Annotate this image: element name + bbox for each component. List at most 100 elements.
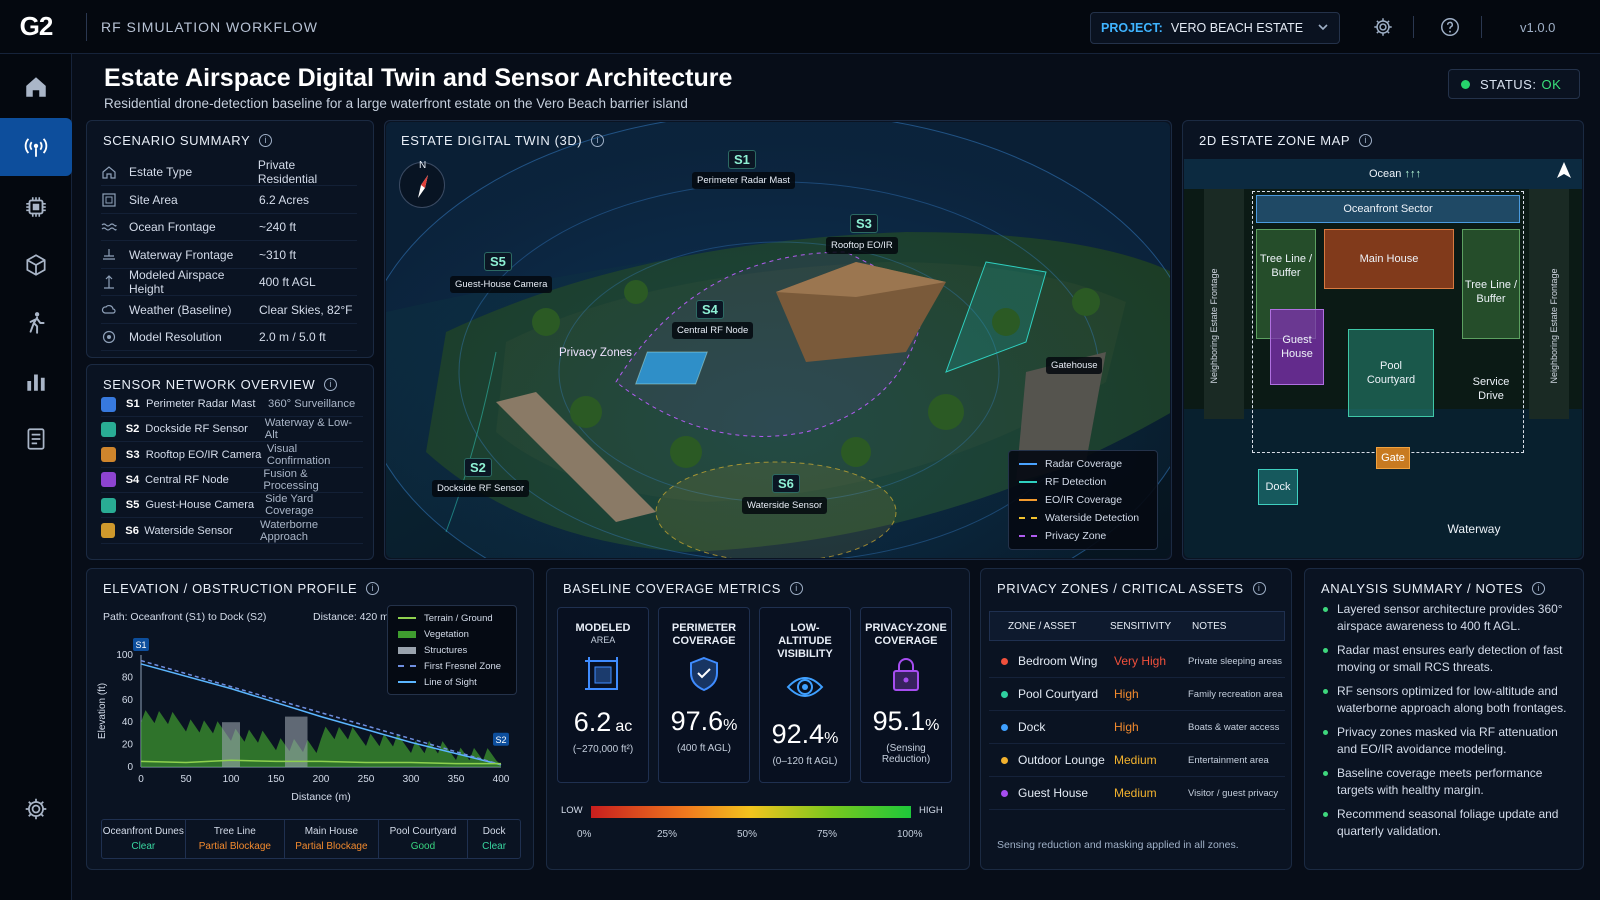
sensor-id: S5 [125, 499, 140, 512]
metric-title: PERIMETER COVERAGE [671, 622, 737, 647]
profile-segment: Tree Line Partial Blockage [186, 820, 286, 858]
sensor-marker-s6[interactable]: S6 [772, 474, 800, 493]
nav-rf-simulation[interactable] [0, 118, 72, 176]
info-icon[interactable]: i [366, 582, 380, 595]
legend-item: Vegetation [398, 626, 506, 642]
panel-title: ANALYSIS SUMMARY / NOTES i [1321, 581, 1546, 596]
nav-home[interactable] [0, 58, 72, 116]
segment-name: Tree Line [213, 826, 256, 837]
sensor-marker-s2[interactable]: S2 [464, 458, 492, 477]
x-tick-label: 300 [403, 774, 420, 785]
sensor-row[interactable]: S4 Central RF Node Fusion & Processing [101, 468, 363, 493]
sensor-row[interactable]: S3 Rooftop EO/IR Camera Visual Confirmatio… [101, 443, 363, 468]
nav-settings[interactable] [0, 780, 72, 838]
nav-hardware[interactable] [0, 178, 72, 236]
sensor-icon [101, 472, 116, 488]
info-icon[interactable]: i [1532, 582, 1546, 595]
shield-icon [684, 654, 724, 694]
main-house-zone[interactable]: Main House [1324, 229, 1454, 289]
gear-icon [25, 798, 47, 820]
legend-item: Radar Coverage [1019, 455, 1147, 473]
privacy-row[interactable]: Pool Courtyard High Family recreation area [989, 678, 1285, 711]
sensor-marker-s4[interactable]: S4 [696, 300, 724, 319]
compass-needle-icon [418, 175, 428, 198]
gear-icon[interactable] [1370, 14, 1396, 40]
sensor-marker-s3[interactable]: S3 [850, 214, 878, 233]
analysis-title: ANALYSIS SUMMARY / NOTES [1321, 581, 1524, 596]
nav-model[interactable] [0, 236, 72, 294]
waves-icon [101, 219, 117, 235]
compass[interactable]: N [399, 160, 445, 208]
segment-name: Main House [304, 826, 359, 837]
legend-item: Waterside Detection [1019, 509, 1147, 527]
info-icon[interactable]: i [324, 378, 338, 391]
sensor-marker-s5[interactable]: S5 [484, 252, 512, 271]
y-tick-label: 100 [116, 650, 133, 661]
x-tick-label: 250 [358, 774, 375, 785]
sensor-row[interactable]: S2 Dockside RF Sensor Waterway & Low-Alt [101, 417, 363, 443]
profile-path: Path: Oceanfront (S1) to Dock (S2) [103, 611, 267, 623]
metric-value: 92.4 [771, 719, 825, 749]
segment-name: Oceanfront Dunes [102, 826, 184, 837]
antenna-signal-icon [24, 138, 48, 157]
sensor-icon [101, 447, 116, 463]
digital-twin-viewport[interactable]: N S1 Perimeter Radar Mast S3 Rooftop EO/IR S… [386, 122, 1170, 558]
top-bar: G2 RF SIMULATION WORKFLOW PROJECT: VERO … [0, 0, 1600, 54]
sensor-id: S1 [126, 398, 140, 410]
app-logo[interactable]: G2 [19, 11, 54, 41]
metric-card[interactable]: PERIMETER COVERAGE 97.6% (400 ft AGL) [658, 607, 750, 783]
info-icon[interactable]: i [1359, 134, 1373, 147]
zone-sensitivity: Medium [1114, 753, 1157, 767]
metric-value-row: 6.2 ac [558, 707, 648, 738]
y-tick-label: 60 [122, 695, 134, 706]
privacy-row[interactable]: Guest House Medium Visitor / guest privacy [989, 777, 1285, 810]
sensor-row[interactable]: S5 Guest-House Camera Side Yard Coverage [101, 493, 363, 519]
privacy-row[interactable]: Bedroom Wing Very High Private sleeping ar… [989, 645, 1285, 678]
info-icon[interactable]: i [1252, 582, 1266, 595]
help-icon[interactable] [1437, 14, 1463, 40]
metric-card[interactable]: PRIVACY-ZONE COVERAGE 95.1% (Sensing Reduc… [860, 607, 952, 783]
tree-line-right-zone[interactable]: Tree Line / Buffer [1462, 229, 1520, 339]
nav-personnel[interactable] [0, 294, 72, 352]
privacy-row[interactable]: Dock High Boats & water access [989, 711, 1285, 744]
nav-reports[interactable] [0, 410, 72, 468]
metric-title: PRIVACY-ZONE COVERAGE [865, 622, 947, 647]
privacy-row[interactable]: Outdoor Lounge Medium Entertainment area [989, 744, 1285, 777]
scale-tick-label: 75% [817, 829, 838, 840]
x-tick-label: 50 [180, 774, 192, 785]
zone-dot [1001, 756, 1008, 764]
info-icon[interactable]: i [591, 134, 605, 147]
area-grid-icon [583, 655, 623, 695]
sensor-marker-s1[interactable]: S1 [728, 150, 756, 169]
zone-map-panel: 2D ESTATE ZONE MAP i Ocean ↑↑↑ Oceanfront… [1182, 120, 1584, 560]
sensor-tag: Guest-House Camera [450, 276, 553, 293]
legend-item: Terrain / Ground [398, 610, 506, 626]
coverage-scale-bar [591, 806, 911, 818]
zone-note: Family recreation area [1188, 688, 1283, 700]
profile-segment: Dock Clear [468, 820, 520, 858]
neighbor-right-label: Neighboring Estate Frontage [1549, 268, 1559, 384]
privacy-zones-panel: PRIVACY ZONES / CRITICAL ASSETS i ZONE / … [980, 568, 1292, 870]
summary-value: Clear Skies, 82°F [259, 302, 353, 317]
project-select[interactable]: PROJECT: VERO BEACH ESTATE [1090, 12, 1340, 44]
pool-courtyard-zone[interactable]: Pool Courtyard [1348, 329, 1434, 417]
sensor-row[interactable]: S6 Waterside Sensor Waterborne Approach [101, 519, 363, 544]
metric-note: (Sensing Reduction) [881, 743, 931, 765]
info-icon[interactable]: i [259, 134, 273, 147]
oceanfront-sector-zone[interactable]: Oceanfront Sector [1256, 195, 1520, 223]
sensor-name: Rooftop EO/IR Camera [145, 448, 262, 461]
info-icon[interactable]: i [790, 582, 803, 595]
s2-label: S2 [495, 735, 506, 745]
nav-analytics[interactable] [0, 352, 72, 410]
sensor-row[interactable]: S1 Perimeter Radar Mast 360° Surveillance [101, 392, 363, 417]
summary-row: Waterway Frontage ~310 ft [101, 242, 357, 269]
zone-map-view[interactable]: Ocean ↑↑↑ Oceanfront Sector Main House T… [1184, 159, 1582, 558]
col-zone-asset: ZONE / ASSET [1008, 620, 1077, 632]
dock-zone[interactable]: Dock [1258, 469, 1298, 505]
metric-card[interactable]: MODELED AREA 6.2 ac (~270,000 ft²) [557, 607, 649, 783]
metric-card[interactable]: LOW-ALTITUDE VISIBILITY 92.4% (0–120 ft AG… [759, 607, 851, 783]
sensor-icon [101, 497, 116, 513]
gate-zone[interactable]: Gate [1376, 447, 1410, 469]
service-drive-label: Service Drive [1472, 376, 1510, 402]
guest-house-zone[interactable]: Guest House [1270, 309, 1324, 385]
